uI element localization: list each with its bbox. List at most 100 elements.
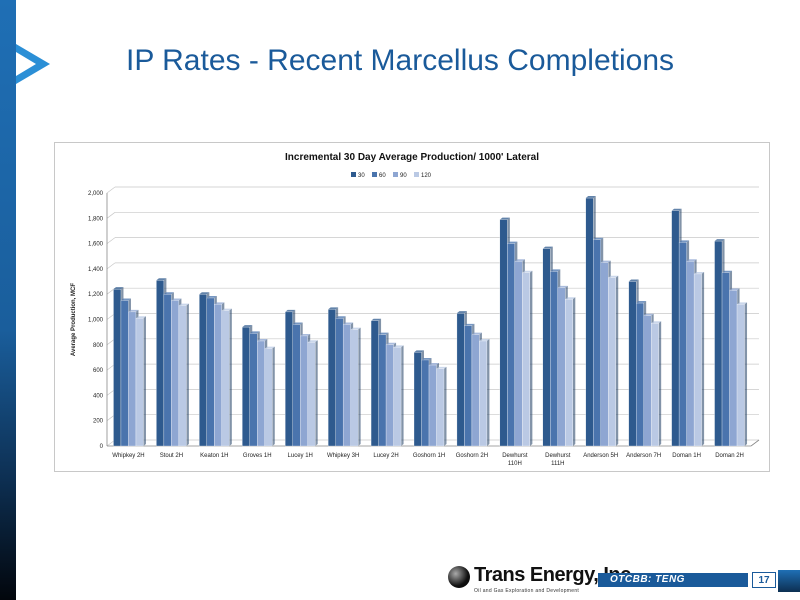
bar-60 [550,271,558,447]
bar-top [565,297,576,300]
y-tick-label: 0 [100,444,104,450]
y-tick-label: 800 [93,343,104,349]
bar-30 [199,294,207,447]
bar-top [456,311,467,314]
y-tick-label: 1,800 [88,216,104,222]
bar-30 [413,352,422,447]
legend-swatch-60 [372,172,377,177]
bar-60 [593,239,601,447]
x-tick-label: Groves 1H [243,453,272,459]
legend-label-120: 120 [421,173,432,179]
bar-top [542,246,553,249]
bar-side [315,340,318,446]
bar-top [120,298,131,301]
bar-60 [507,243,516,447]
bar-top [171,298,182,301]
bar-top [135,316,146,319]
bar-60 [421,359,430,447]
bar-top [522,270,533,273]
x-tick-label: Keaton 1H [200,453,228,459]
bar-top [628,279,639,282]
bar-120 [693,273,702,447]
bar-120 [522,272,531,447]
bar-top [264,346,275,349]
x-tick-label: Lucey 1H [288,453,313,459]
x-tick-label: Anderson 7H [626,453,661,459]
bar-120 [264,348,273,447]
bar-90 [471,334,480,447]
footer-ticker: OTCBB: TENG [598,573,748,587]
x-tick-label: Anderson 5H [583,453,618,459]
y-tick-label: 1,200 [88,292,104,298]
bar-top [557,285,568,288]
bar-top [643,313,654,316]
bar-side [272,346,275,446]
bar-chart: Incremental 30 Day Average Production/ 1… [71,152,760,467]
bar-side [186,303,189,446]
page-number: 17 [752,572,776,588]
bar-60 [292,324,301,447]
x-tick-label: Dewhurst [502,453,528,459]
bar-top [199,292,210,295]
logo-globe-icon [448,566,470,588]
bar-60 [249,333,258,447]
bar-top [737,302,748,305]
bar-90 [643,315,652,447]
bar-top [371,318,382,321]
bar-side [658,321,662,446]
bar-top [464,323,475,326]
bar-side [401,345,404,446]
x-tick-label: Goshorn 1H [413,453,445,459]
bar-120 [479,340,488,447]
bar-60 [120,300,129,447]
bar-120 [565,299,573,447]
bar-90 [514,261,523,447]
x-axis-depth [750,439,760,447]
bar-side [529,270,533,446]
company-logo: Trans Energy, Inc. Oil and Gas Explorati… [446,562,636,596]
bar-top [585,196,596,199]
legend-swatch-30 [351,172,356,177]
bar-90 [171,300,180,447]
bar-top [593,237,604,240]
bar-90 [342,324,351,447]
y-tick-label: 1,600 [88,242,104,248]
bar-top [335,316,346,319]
bar-top [242,325,253,328]
bar-top [429,363,439,366]
bar-30 [542,248,551,447]
bar-top [221,308,232,311]
bar-side [143,316,146,446]
logo-text: Trans Energy, Inc. [474,564,636,586]
bar-30 [585,197,594,447]
legend-label-90: 90 [400,173,407,179]
bar-top [128,309,139,312]
bar-side [744,302,748,446]
bar-top [714,239,725,242]
bar-top [550,269,561,272]
footer-corner-block [778,570,800,592]
bar-120 [608,277,616,447]
bar-side [358,327,361,446]
bar-90 [385,344,394,447]
bar-top [156,278,167,281]
y-tick-label: 1,000 [88,318,104,324]
bar-top [499,217,510,220]
bar-60 [464,325,473,447]
bar-top [671,208,682,211]
y-tick-label: 600 [93,368,104,374]
y-tick-label: 1,400 [88,267,104,273]
x-tick-label: 111H [551,461,564,467]
y-tick-label: 200 [93,419,104,425]
bar-top [722,270,733,273]
logo-tagline: Oil and Gas Exploration and Development [474,588,580,594]
bar-30 [671,210,680,447]
bar-top [386,342,397,345]
bar-120 [350,329,359,447]
bar-top [414,350,424,353]
bar-top [292,322,303,325]
bar-top [285,309,296,312]
bar-60 [335,318,344,447]
bar-30 [628,281,637,447]
bar-60 [163,294,172,447]
